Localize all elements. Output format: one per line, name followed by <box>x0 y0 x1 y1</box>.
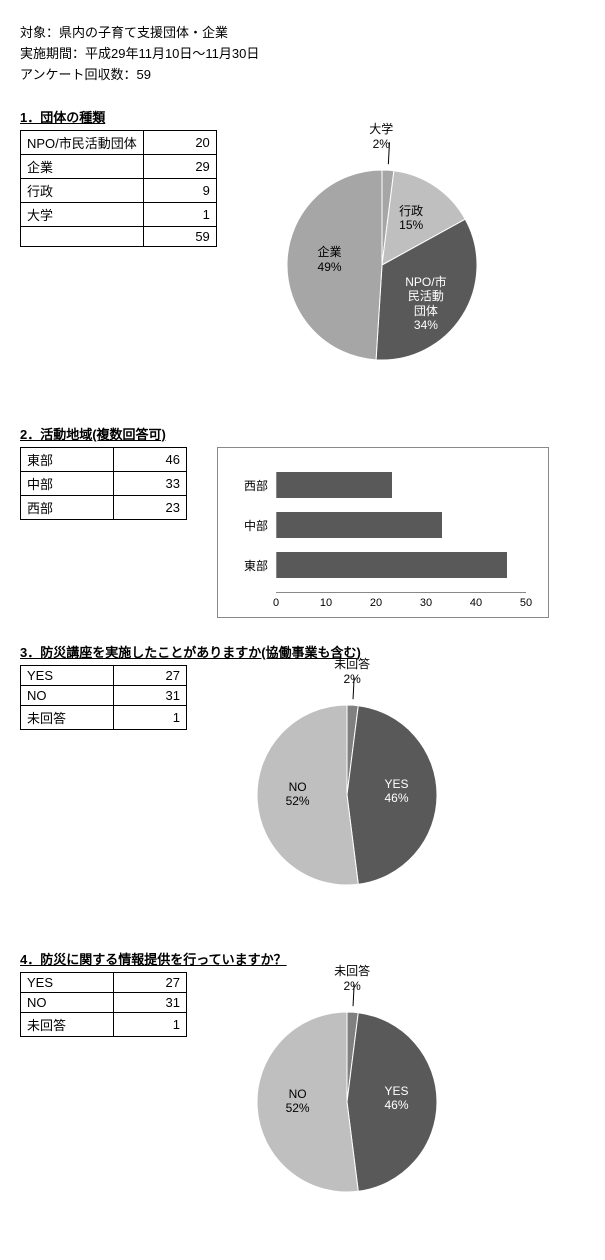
bar-tick: 40 <box>470 597 482 609</box>
section-1-table: NPO/市民活動団体20企業29行政9大学159 <box>20 130 217 247</box>
table-row: YES27 <box>21 973 187 993</box>
table-row: NPO/市民活動団体20 <box>21 131 217 155</box>
table-row: 行政9 <box>21 179 217 203</box>
section-3-title: 3．防災講座を実施したことがありますか(協働事業も含む) <box>20 642 605 661</box>
section-2-table: 東部46中部33西部23 <box>20 447 187 520</box>
table-cell-label: 中部 <box>21 472 114 496</box>
section-3-table-wrap: YES27NO31未回答1 <box>20 665 187 730</box>
table-cell-value: 27 <box>114 666 187 686</box>
table-cell-value: 27 <box>114 973 187 993</box>
table-cell-value: 31 <box>114 686 187 706</box>
table-cell-value: 20 <box>143 131 216 155</box>
bar-row: 東部 <box>228 552 538 578</box>
table-cell-label: YES <box>21 666 114 686</box>
bar-fill <box>277 512 442 538</box>
table-row: 未回答1 <box>21 1013 187 1037</box>
pie-slice <box>347 706 437 885</box>
pie-svg <box>247 130 517 400</box>
table-cell-label: 東部 <box>21 448 114 472</box>
table-row: NO31 <box>21 993 187 1013</box>
bar-tick: 20 <box>370 597 382 609</box>
table-cell-value: 23 <box>114 496 187 520</box>
section-4-table-wrap: YES27NO31未回答1 <box>20 972 187 1037</box>
section-2-bar-chart: 西部中部東部 0 10 20 30 40 50 <box>217 447 549 618</box>
table-cell-value: 9 <box>143 179 216 203</box>
table-cell-label: 未回答 <box>21 1013 114 1037</box>
table-cell-label: NO <box>21 993 114 1013</box>
table-cell-label: 大学 <box>21 203 144 227</box>
section-4-title: 4．防災に関する情報提供を行っていますか？ <box>20 949 605 968</box>
section-2: 2．活動地域(複数回答可) 東部46中部33西部23 西部中部東部0102030… <box>20 424 605 618</box>
header-period: 実施期間：平成29年11月10日～11月30日 <box>20 43 605 62</box>
pie-slice <box>257 705 358 885</box>
table-cell-value: 31 <box>114 993 187 1013</box>
table-cell-value: 46 <box>114 448 187 472</box>
table-cell-value: 1 <box>114 706 187 730</box>
table-cell-value: 1 <box>114 1013 187 1037</box>
section-1-table-wrap: NPO/市民活動団体20企業29行政9大学159 <box>20 130 217 247</box>
table-row: 中部33 <box>21 472 187 496</box>
table-row: NO31 <box>21 686 187 706</box>
survey-header: 対象：県内の子育て支援団体・企業 実施期間：平成29年11月10日～11月30日… <box>20 22 605 83</box>
section-4: 4．防災に関する情報提供を行っていますか？ YES27NO31未回答1 未回答2… <box>20 949 605 1232</box>
bar-row: 中部 <box>228 512 538 538</box>
bar-tick: 10 <box>320 597 332 609</box>
table-cell-value: 29 <box>143 155 216 179</box>
table-row: 西部23 <box>21 496 187 520</box>
pie-slice <box>347 1013 437 1192</box>
section-1-title: 1．団体の種類 <box>20 107 605 126</box>
bar-x-axis: 01020304050 <box>276 592 526 613</box>
table-row: 大学1 <box>21 203 217 227</box>
table-cell-label: 企業 <box>21 155 144 179</box>
section-1: 1．団体の種類 NPO/市民活動団体20企業29行政9大学159 大学2%行政1… <box>20 107 605 400</box>
table-row-total: 59 <box>21 227 217 247</box>
bar-tick: 50 <box>520 597 532 609</box>
pie-svg <box>217 665 477 925</box>
table-cell-label: NPO/市民活動団体 <box>21 131 144 155</box>
section-4-pie: 未回答2%YES46%NO52% <box>217 972 477 1232</box>
bar-tick: 0 <box>273 597 279 609</box>
bar-label: 東部 <box>228 557 276 574</box>
section-1-pie: 大学2%行政15%NPO/市民活動団体34%企業49% <box>247 130 517 400</box>
bar-fill <box>277 472 392 498</box>
section-4-table: YES27NO31未回答1 <box>20 972 187 1037</box>
table-cell-label: 未回答 <box>21 706 114 730</box>
table-cell-value: 33 <box>114 472 187 496</box>
pie-slice <box>287 170 382 360</box>
bar-label: 中部 <box>228 517 276 534</box>
pie-svg <box>217 972 477 1232</box>
table-row: 企業29 <box>21 155 217 179</box>
table-row: 未回答1 <box>21 706 187 730</box>
table-cell-label: NO <box>21 686 114 706</box>
bar-tick: 30 <box>420 597 432 609</box>
section-3-pie: 未回答2%YES46%NO52% <box>217 665 477 925</box>
pie-slice <box>257 1012 358 1192</box>
table-cell-label: 西部 <box>21 496 114 520</box>
table-cell-label: YES <box>21 973 114 993</box>
header-target: 対象：県内の子育て支援団体・企業 <box>20 22 605 41</box>
table-cell-value: 1 <box>143 203 216 227</box>
bar-fill <box>277 552 507 578</box>
bar-row: 西部 <box>228 472 538 498</box>
table-row: 東部46 <box>21 448 187 472</box>
section-3-table: YES27NO31未回答1 <box>20 665 187 730</box>
section-2-table-wrap: 東部46中部33西部23 <box>20 447 187 520</box>
section-3: 3．防災講座を実施したことがありますか(協働事業も含む) YES27NO31未回… <box>20 642 605 925</box>
table-cell-total: 59 <box>143 227 216 247</box>
table-row: YES27 <box>21 666 187 686</box>
header-responses: アンケート回収数：59 <box>20 64 605 83</box>
section-2-title: 2．活動地域(複数回答可) <box>20 424 605 443</box>
bar-label: 西部 <box>228 477 276 494</box>
table-cell-label: 行政 <box>21 179 144 203</box>
